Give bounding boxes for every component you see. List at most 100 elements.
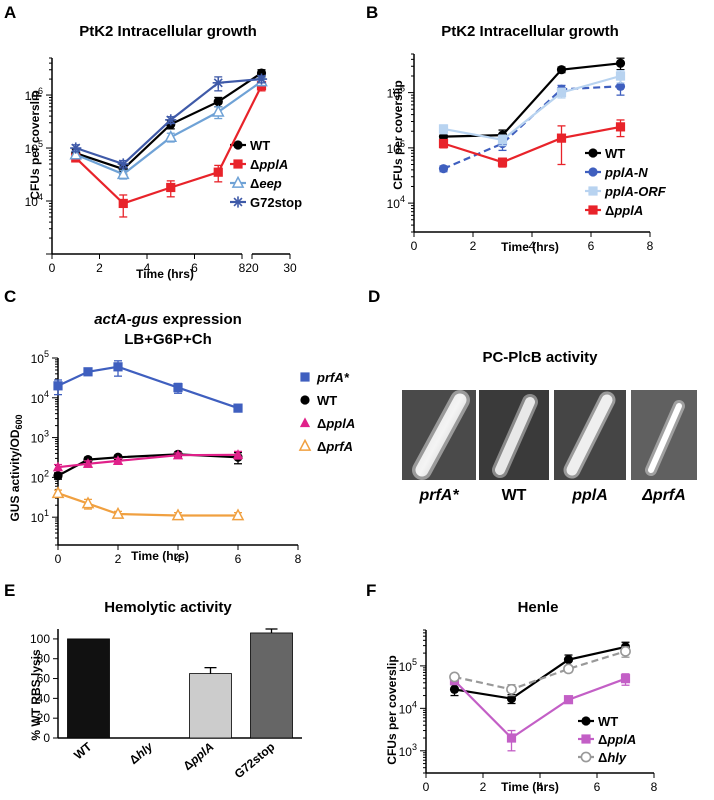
data-point-dhly bbox=[620, 645, 631, 657]
panel-e-bar-wt: WT bbox=[67, 638, 110, 762]
panel-b-series-dppla bbox=[438, 119, 626, 168]
data-point-prfa bbox=[113, 362, 123, 372]
legend-label: Δhly bbox=[598, 750, 627, 765]
legend-marker bbox=[233, 140, 243, 150]
panel-c-subtitle: LB+G6P+Ch bbox=[124, 331, 212, 348]
panel-a-ytick-label-1: 105 bbox=[25, 139, 43, 156]
panel-f-xlabel: Time (hrs) bbox=[501, 780, 559, 794]
legend-label: G72stop bbox=[250, 195, 302, 210]
data-point-ppla-orf bbox=[615, 71, 626, 81]
data-point-ppla-orf bbox=[497, 135, 508, 145]
panel-b-xtick-label-2: 4 bbox=[529, 239, 536, 253]
bar bbox=[250, 632, 293, 739]
panel-e-category-label-2: ΔpplA bbox=[180, 740, 216, 773]
panel-c-series-prfa bbox=[53, 360, 243, 413]
panel-letter-e: E bbox=[4, 581, 15, 600]
data-point-dhly bbox=[506, 683, 517, 695]
data-point-deep bbox=[116, 167, 130, 180]
panel-c-legend-wt: WT bbox=[300, 393, 337, 408]
panel-a-xtick-label-3: 6 bbox=[191, 261, 198, 275]
data-point-dprfa bbox=[171, 508, 185, 521]
panel-c-xlabel: Time (hrs) bbox=[131, 549, 189, 563]
data-point-ppla-n bbox=[438, 164, 449, 174]
panel-a-xlabel: Time (hrs) bbox=[136, 267, 194, 281]
panel-b-legend-dppla: ΔpplA bbox=[585, 203, 643, 218]
series-line bbox=[443, 74, 621, 141]
panel-c-series-dppla bbox=[52, 449, 244, 472]
legend-marker bbox=[298, 438, 312, 451]
panel-c-chart: 101 102 103 104 105 0 2 4 6 8 prfA* WT ΔpplA ΔprfA bbox=[31, 349, 356, 566]
data-point-dppla bbox=[563, 695, 574, 705]
panel-a-legend-g72stop: G72stop bbox=[230, 195, 302, 210]
panel-b-xtick-label-3: 6 bbox=[588, 239, 595, 253]
panel-c-title-italic: actA-gus bbox=[94, 311, 158, 328]
panel-b-ytick-label-0: 104 bbox=[387, 194, 405, 211]
panel-a-xtick-label-5: 20 bbox=[245, 261, 259, 275]
panel-e-ytick-label-0: 0 bbox=[43, 731, 50, 745]
panel-b-xtick-label-0: 0 bbox=[411, 239, 418, 253]
panel-c-ytick-label-0: 101 bbox=[31, 508, 49, 525]
star-marker-stroke bbox=[213, 78, 223, 88]
panel-a-ytick-label-2: 106 bbox=[25, 86, 43, 103]
data-point-dppla bbox=[232, 449, 244, 459]
panel-a-series-dppla bbox=[71, 80, 267, 218]
legend-marker bbox=[588, 205, 598, 215]
data-point-g72stop bbox=[165, 114, 177, 126]
panel-c-ytick-label-3: 104 bbox=[31, 389, 49, 406]
panel-b-xtick-label-1: 2 bbox=[470, 239, 477, 253]
panel-e-ytick-label-3: 60 bbox=[37, 672, 51, 686]
panel-b-title: PtK2 Intracellular growth bbox=[441, 23, 619, 40]
panel-c-ylabel: GUS activity/OD600 bbox=[8, 414, 24, 521]
panel-b-legend-wt: WT bbox=[585, 146, 625, 161]
panel-c-legend-prfa: prfA* bbox=[300, 370, 350, 385]
data-point-deep bbox=[69, 147, 83, 160]
data-point-dppla bbox=[556, 133, 567, 143]
data-point-wt bbox=[556, 65, 567, 75]
panel-b-series-ppla-n bbox=[438, 79, 626, 174]
panel-e-ytick-label-2: 40 bbox=[37, 691, 51, 705]
legend-marker bbox=[588, 167, 598, 177]
data-point-dppla bbox=[112, 455, 124, 465]
data-point-prfa bbox=[233, 403, 243, 413]
panel-a-series-deep bbox=[69, 74, 268, 180]
legend-label: ΔpplA bbox=[598, 732, 636, 747]
series-line bbox=[443, 125, 621, 164]
panel-a-legend-dppla: ΔpplA bbox=[230, 157, 288, 172]
legend-label: WT bbox=[605, 146, 625, 161]
panel-f-ytick-label-0: 103 bbox=[399, 742, 417, 759]
panel-e-title: Hemolytic activity bbox=[104, 599, 232, 616]
data-point-ppla-orf bbox=[556, 88, 567, 98]
panel-d-label-prfa-star: prfA* bbox=[418, 487, 459, 504]
panel-c-legend-dprfa: ΔprfA bbox=[298, 438, 353, 454]
micrograph-prfa-star bbox=[402, 390, 476, 480]
panel-a-legend-deep: Δeep bbox=[230, 175, 282, 191]
data-point-dppla bbox=[506, 733, 517, 743]
panel-f-xtick-label-0: 0 bbox=[423, 780, 430, 794]
micrograph-wt bbox=[479, 390, 549, 480]
panel-c-xtick-label-2: 4 bbox=[175, 552, 182, 566]
panel-c-title-rest: expression bbox=[158, 311, 241, 328]
data-point-dppla bbox=[118, 198, 128, 209]
legend-marker bbox=[588, 148, 598, 158]
panel-a-legend-wt: WT bbox=[230, 138, 270, 153]
panel-c-legend-dppla: ΔpplA bbox=[299, 416, 355, 431]
legend-marker bbox=[233, 159, 243, 169]
panel-a-xtick-label-4: 8 bbox=[239, 261, 246, 275]
panel-c-ytick-label-1: 102 bbox=[31, 468, 49, 485]
data-point-dppla bbox=[213, 167, 223, 177]
data-point-dppla bbox=[82, 458, 94, 468]
panel-c-title: actA-gus expression bbox=[94, 311, 242, 328]
panel-f-series-wt bbox=[449, 641, 631, 705]
panel-b-xlabel: Time (hrs) bbox=[501, 240, 559, 254]
legend-label: prfA* bbox=[316, 370, 350, 385]
micrograph-dprfa bbox=[631, 390, 697, 480]
legend-marker bbox=[299, 417, 311, 428]
panel-f-ytick-label-2: 105 bbox=[399, 657, 417, 674]
panel-b-chart: 104 105 106 0 2 4 6 8 WT pplA-N pplA-ORF ΔpplA bbox=[387, 53, 667, 253]
data-point-dppla bbox=[172, 449, 184, 460]
data-point-dppla bbox=[52, 461, 64, 472]
data-point-ppla-orf bbox=[438, 124, 449, 134]
legend-label: pplA-N bbox=[604, 165, 648, 180]
data-point-dhly bbox=[449, 671, 460, 683]
